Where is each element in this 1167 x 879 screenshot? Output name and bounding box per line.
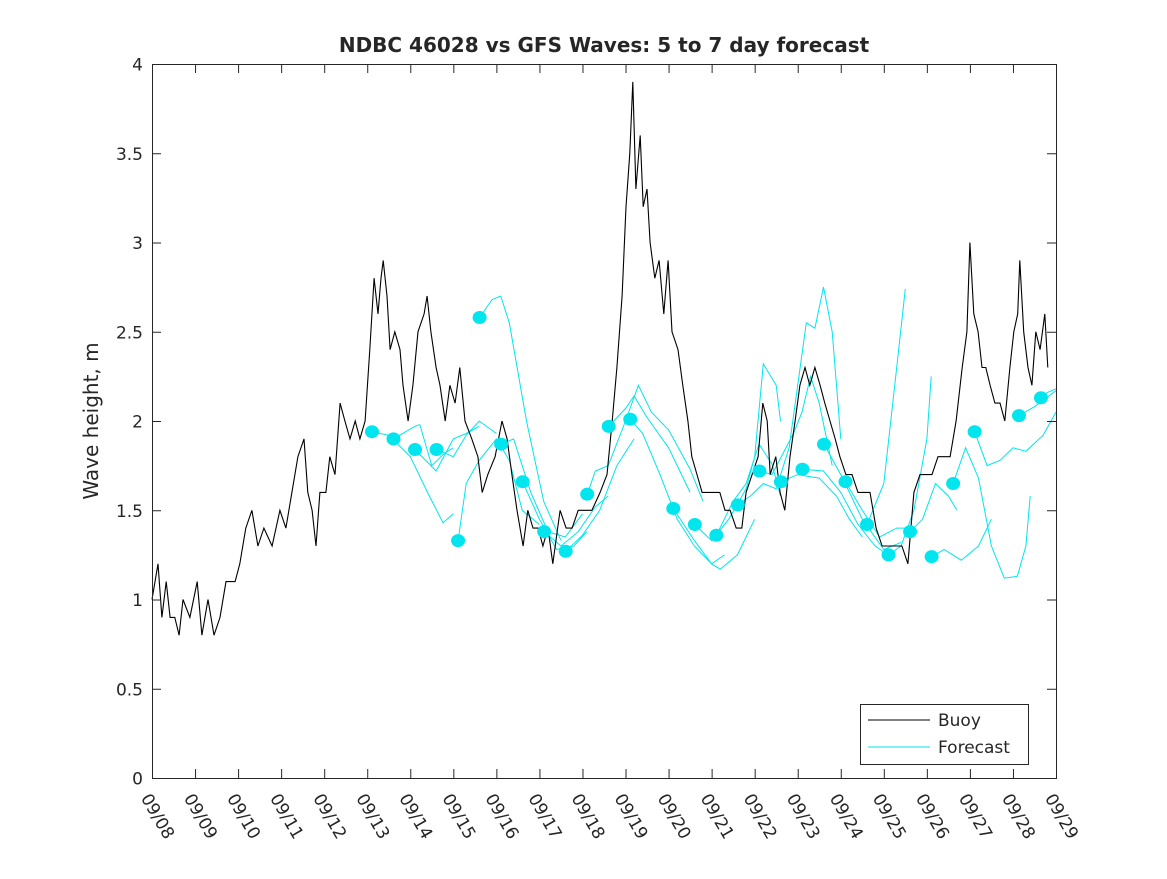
forecast-marker-20 (816, 437, 831, 451)
forecast-marker-8 (537, 525, 552, 539)
forecast-marker-17 (752, 464, 767, 478)
forecast-marker-29 (1033, 391, 1048, 405)
forecast-marker-12 (623, 412, 638, 426)
forecast-marker-5 (472, 310, 487, 324)
forecast-marker-25 (924, 550, 939, 564)
forecast-trace-4 (457, 438, 540, 541)
forecast-marker-13 (666, 501, 681, 515)
legend-box (860, 704, 1029, 765)
y-tick-label: 2.5 (116, 323, 143, 343)
y-tick-label: 2 (132, 413, 143, 433)
y-tick-label: 1 (132, 591, 143, 611)
forecast-trace-25 (931, 518, 992, 561)
forecast-trace-23 (888, 376, 932, 556)
forecast-marker-11 (601, 419, 616, 433)
forecast-trace-5 (479, 295, 562, 541)
forecast-trace-15 (715, 443, 781, 536)
forecast-trace-12 (629, 418, 756, 570)
forecast-marker-24 (903, 525, 918, 539)
forecast-trace-16 (737, 286, 842, 506)
forecast-trace-7 (522, 481, 588, 551)
forecast-marker-1 (386, 432, 401, 446)
forecast-trace-20 (823, 443, 902, 551)
forecast-marker-22 (860, 518, 875, 532)
forecast-trace-9 (565, 438, 635, 552)
forecast-trace-24 (909, 482, 958, 533)
legend-forecast-label: Forecast (938, 738, 1010, 758)
forecast-marker-9 (558, 544, 573, 558)
y-tick-label: 0 (132, 770, 143, 790)
legend: Buoy Forecast (860, 704, 1029, 765)
forecast-trace-19 (802, 468, 889, 556)
forecast-marker-19 (795, 462, 810, 476)
forecast-marker-26 (946, 476, 961, 490)
forecast-trace-10 (586, 384, 704, 502)
forecast-trace-17 (759, 374, 833, 476)
y-tick-label: 3 (132, 234, 143, 254)
forecast-marker-10 (580, 487, 595, 501)
buoy-line (151, 81, 1049, 636)
y-tick-label: 0.5 (116, 680, 143, 700)
forecast-trace-11 (608, 395, 691, 493)
forecast-trace-6 (500, 438, 583, 538)
forecast-marker-28 (1011, 409, 1026, 423)
legend-buoy-label: Buoy (938, 711, 981, 731)
forecast-marker-6 (494, 437, 509, 451)
y-tick-label: 3.5 (116, 145, 143, 165)
forecast-trace-18 (780, 474, 863, 538)
forecast-marker-0 (364, 425, 379, 439)
forecast-marker-23 (881, 548, 896, 562)
forecast-trace-3 (436, 420, 497, 458)
forecast-marker-18 (773, 475, 788, 489)
series-layer (151, 81, 1057, 636)
forecast-trace-0 (371, 431, 454, 524)
forecast-trace-13 (672, 508, 725, 565)
forecast-marker-16 (730, 498, 745, 512)
forecast-marker-15 (709, 528, 724, 542)
forecast-marker-4 (451, 534, 466, 548)
y-tick-label: 4 (132, 56, 143, 76)
forecast-marker-27 (967, 425, 982, 439)
forecast-marker-14 (687, 518, 702, 532)
chart-title: NDBC 46028 vs GFS Waves: 5 to 7 day fore… (339, 33, 870, 57)
forecast-trace-22 (866, 288, 906, 525)
forecast-marker-3 (429, 443, 444, 457)
y-axis-label: Wave height, m (79, 342, 103, 499)
forecast-marker-2 (408, 443, 423, 457)
forecast-marker-7 (515, 475, 530, 489)
forecast-marker-21 (838, 475, 853, 489)
plot-area (152, 64, 1056, 778)
forecast-trace-27 (974, 411, 1057, 467)
forecast-trace-26 (952, 446, 1031, 579)
y-tick-label: 1.5 (116, 502, 143, 522)
